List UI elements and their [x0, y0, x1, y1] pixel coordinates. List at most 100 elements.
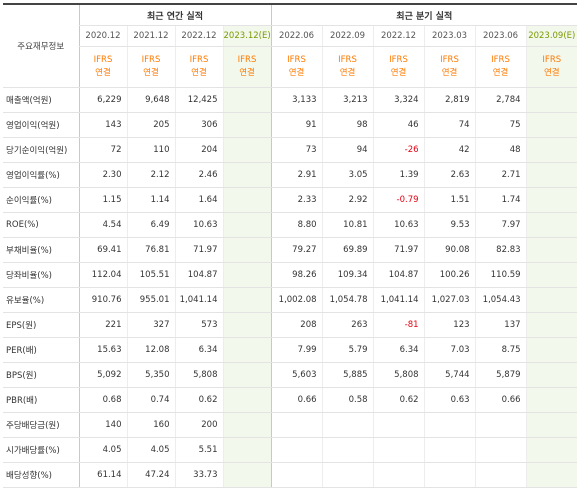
value-cell: 1.14	[126, 187, 175, 213]
value-cell	[222, 162, 272, 188]
value-cell	[474, 412, 527, 438]
value-cell: 104.87	[372, 262, 425, 288]
quarter-group-header: 최근 분기 실적	[270, 4, 578, 26]
value-cell	[423, 437, 476, 463]
value-cell: 9,648	[126, 87, 175, 113]
consolidated-label: 연결	[95, 68, 111, 78]
value-cell	[525, 337, 578, 363]
value-cell	[525, 412, 578, 438]
value-cell: 1,041.14	[372, 287, 425, 313]
value-cell: 5,808	[372, 362, 425, 388]
value-cell: 7.03	[423, 337, 476, 363]
consolidated-label: 연결	[239, 68, 255, 78]
table-row: PBR(배) 0.68 0.74 0.62 0.66 0.58 0.62 0.63 0.66	[3, 387, 578, 413]
value-cell	[525, 137, 578, 163]
ifrs-label: IFRS	[491, 55, 510, 65]
row-label: BPS(원)	[3, 362, 79, 388]
ifrs-label: IFRS	[189, 55, 209, 65]
value-cell	[525, 187, 578, 213]
value-cell	[525, 462, 578, 488]
value-cell: 74	[423, 112, 476, 138]
table-row: 매출액(억원) 6,229 9,648 12,425 3,133 3,213 3,324 2,…	[3, 87, 578, 113]
value-cell: 10.81	[321, 212, 374, 238]
value-cell: 75	[474, 112, 527, 138]
value-cell: 1.15	[78, 187, 127, 213]
value-cell: 98	[321, 112, 374, 138]
value-cell: 12.08	[126, 337, 175, 363]
accounting-standard-label: IFRS 연결	[372, 46, 425, 88]
table-row: 당기순이익(억원) 72 110 204 73 94 -26 42 48	[3, 137, 578, 163]
value-cell: 47.24	[126, 462, 175, 488]
value-cell: 1,002.08	[270, 287, 323, 313]
period-header: 2021.12	[126, 25, 175, 47]
value-cell: 160	[126, 412, 175, 438]
ifrs-label: IFRS	[287, 55, 306, 65]
table-row: PER(배) 15.63 12.08 6.34 7.99 5.79 6.34 7.03 8.75	[3, 337, 578, 363]
value-cell	[423, 462, 476, 488]
value-cell: 8.80	[270, 212, 323, 238]
value-cell	[222, 462, 272, 488]
value-cell	[222, 87, 272, 113]
value-cell: 98.26	[270, 262, 323, 288]
value-cell: 4.05	[78, 437, 127, 463]
accounting-standard-label: IFRS 연결	[78, 46, 127, 88]
value-cell: 0.68	[78, 387, 127, 413]
value-cell: 94	[321, 137, 374, 163]
value-cell	[222, 337, 272, 363]
value-cell: 5,603	[270, 362, 323, 388]
value-cell: 2,819	[423, 87, 476, 113]
value-cell: 123	[423, 312, 476, 338]
value-cell: 1.39	[372, 162, 425, 188]
value-cell: 4.05	[126, 437, 175, 463]
annual-group-header: 최근 연간 실적	[78, 4, 272, 26]
value-cell	[372, 412, 425, 438]
row-label: 영업이익(억원)	[3, 112, 79, 138]
table-row: 당좌비율(%) 112.04 105.51 104.87 98.26 109.34 104.…	[3, 262, 578, 288]
accounting-standard-label: IFRS 연결	[270, 46, 323, 88]
value-cell: 6.34	[372, 337, 425, 363]
value-cell: 200	[174, 412, 223, 438]
value-cell: 2.63	[423, 162, 476, 188]
value-cell	[525, 112, 578, 138]
consolidated-label: 연결	[543, 68, 560, 78]
consolidated-label: 연결	[288, 68, 305, 78]
value-cell: 72	[78, 137, 127, 163]
value-cell: 955.01	[126, 287, 175, 313]
row-label: EPS(원)	[3, 312, 79, 338]
value-cell	[222, 287, 272, 313]
value-cell: 205	[126, 112, 175, 138]
value-cell: 2.12	[126, 162, 175, 188]
value-cell: 2.46	[174, 162, 223, 188]
value-cell	[321, 462, 374, 488]
table-row: EPS(원) 221 327 573 208 263 -81 123 137	[3, 312, 578, 338]
value-cell	[270, 437, 323, 463]
ifrs-label: IFRS	[389, 55, 408, 65]
value-cell: 73	[270, 137, 323, 163]
value-cell	[474, 437, 527, 463]
value-cell: 9.53	[423, 212, 476, 238]
value-cell: 2,784	[474, 87, 527, 113]
value-cell	[222, 237, 272, 263]
table-row: 부채비율(%) 69.41 76.81 71.97 79.27 69.89 71.97 90.…	[3, 237, 578, 263]
value-cell	[525, 387, 578, 413]
value-cell: 1,027.03	[423, 287, 476, 313]
row-label: 유보율(%)	[3, 287, 79, 313]
row-label: 배당성향(%)	[3, 462, 79, 488]
value-cell: -81	[372, 312, 425, 338]
value-cell: 10.63	[174, 212, 223, 238]
value-cell: 104.87	[174, 262, 223, 288]
value-cell: 5,350	[126, 362, 175, 388]
value-cell	[525, 237, 578, 263]
ifrs-label: IFRS	[93, 55, 113, 65]
value-cell: 2.92	[321, 187, 374, 213]
value-cell: 2.33	[270, 187, 323, 213]
value-cell	[423, 412, 476, 438]
value-cell: 3,324	[372, 87, 425, 113]
value-cell	[222, 187, 272, 213]
row-label: 순이익률(%)	[3, 187, 79, 213]
value-cell: 3.05	[321, 162, 374, 188]
ifrs-label: IFRS	[237, 55, 257, 65]
value-cell: 0.66	[474, 387, 527, 413]
row-label: 주당배당금(원)	[3, 412, 79, 438]
row-label: 당기순이익(억원)	[3, 137, 79, 163]
